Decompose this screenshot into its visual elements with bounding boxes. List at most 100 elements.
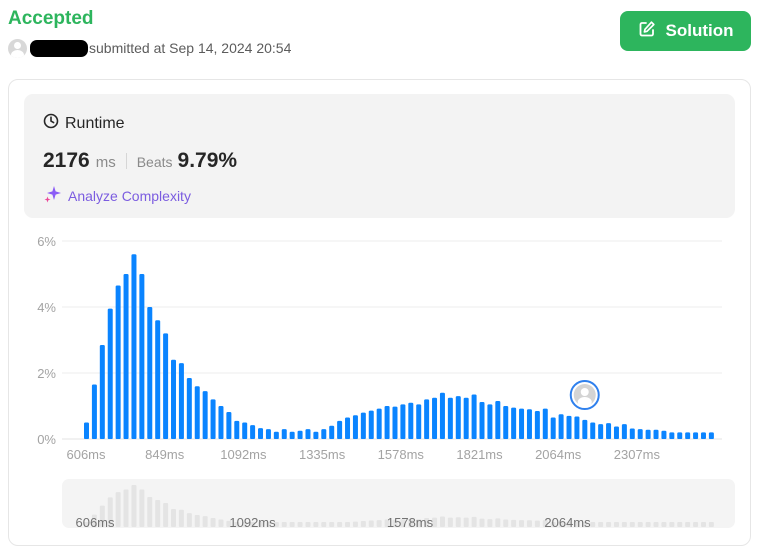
- histogram-bar[interactable]: [621, 424, 627, 439]
- histogram-bar[interactable]: [115, 285, 121, 439]
- range-selector-track[interactable]: [62, 479, 735, 528]
- histogram-bar[interactable]: [511, 407, 517, 439]
- histogram-bar[interactable]: [400, 404, 406, 439]
- histogram-bar[interactable]: [171, 359, 177, 439]
- mini-histogram-bar: [289, 522, 295, 527]
- histogram-bar[interactable]: [542, 408, 548, 439]
- runtime-distribution-chart[interactable]: 0% 2% 4% 6% 606ms 849ms 1092ms 1335ms 1578ms 1821…: [0, 0, 762, 480]
- histogram-bar[interactable]: [313, 431, 319, 439]
- histogram-bar[interactable]: [447, 397, 453, 439]
- solution-button[interactable]: Solution: [620, 11, 751, 51]
- histogram-bar[interactable]: [487, 404, 493, 439]
- histogram-bar[interactable]: [598, 424, 604, 439]
- histogram-bar[interactable]: [352, 415, 358, 439]
- histogram-bar[interactable]: [242, 422, 248, 440]
- histogram-bar[interactable]: [337, 420, 343, 439]
- histogram-bar[interactable]: [574, 416, 580, 439]
- user-avatar-icon[interactable]: [569, 380, 600, 410]
- histogram-bar[interactable]: [455, 396, 461, 439]
- histogram-bar[interactable]: [360, 412, 366, 439]
- mini-histogram-bar: [265, 522, 271, 527]
- histogram-bar[interactable]: [534, 410, 540, 439]
- histogram-bar[interactable]: [503, 406, 509, 439]
- histogram-bar[interactable]: [273, 431, 279, 439]
- mini-histogram-bar: [329, 522, 335, 527]
- histogram-bar[interactable]: [376, 408, 382, 439]
- user-avatar-icon[interactable]: [8, 38, 27, 58]
- histogram-bar[interactable]: [329, 425, 335, 439]
- histogram-bar[interactable]: [305, 429, 311, 439]
- histogram-bar[interactable]: [131, 254, 137, 439]
- histogram-bar[interactable]: [479, 402, 485, 439]
- histogram-bar[interactable]: [84, 422, 89, 440]
- histogram-bar[interactable]: [408, 402, 414, 439]
- histogram-bar[interactable]: [297, 430, 303, 439]
- histogram-bar[interactable]: [392, 406, 398, 439]
- histogram-bar[interactable]: [416, 404, 422, 439]
- mini-histogram-bar: [115, 492, 121, 527]
- histogram-bar[interactable]: [281, 429, 287, 439]
- histogram-bar[interactable]: [321, 429, 327, 439]
- histogram-bar[interactable]: [186, 377, 192, 439]
- histogram-bar[interactable]: [218, 406, 224, 439]
- histogram-bar[interactable]: [250, 425, 256, 439]
- histogram-bar[interactable]: [582, 419, 588, 439]
- histogram-bar[interactable]: [147, 307, 153, 439]
- histogram-bar[interactable]: [163, 333, 169, 439]
- histogram-bar[interactable]: [708, 432, 714, 439]
- histogram-bar[interactable]: [265, 429, 271, 439]
- histogram-bar[interactable]: [519, 408, 525, 439]
- histogram-bar[interactable]: [661, 430, 667, 439]
- histogram-bar[interactable]: [139, 274, 145, 439]
- runtime-card[interactable]: Runtime 2176 ms Beats 9.79% Analyze Comp…: [24, 94, 735, 218]
- histogram-bar[interactable]: [345, 417, 351, 439]
- histogram-bar[interactable]: [194, 386, 200, 439]
- histogram-bar[interactable]: [550, 417, 556, 439]
- submission-info: submitted at Sep 14, 2024 20:54: [8, 38, 291, 58]
- histogram-bar[interactable]: [202, 391, 208, 439]
- histogram-bar[interactable]: [629, 428, 635, 439]
- histogram-bar[interactable]: [613, 426, 619, 439]
- status-title: Accepted: [8, 8, 94, 29]
- histogram-bar[interactable]: [432, 397, 438, 439]
- analyze-complexity-link[interactable]: Analyze Complexity: [43, 184, 191, 207]
- histogram-bar[interactable]: [178, 363, 184, 439]
- histogram-bar[interactable]: [471, 394, 477, 439]
- histogram-bar[interactable]: [258, 428, 264, 439]
- histogram-bar[interactable]: [439, 392, 445, 439]
- histogram-bar[interactable]: [495, 401, 501, 439]
- histogram-bar[interactable]: [368, 410, 374, 439]
- histogram-bar[interactable]: [526, 409, 532, 439]
- histogram-bar[interactable]: [226, 411, 232, 439]
- histogram-bar[interactable]: [606, 423, 612, 439]
- histogram-bar[interactable]: [155, 320, 161, 439]
- histogram-bar[interactable]: [424, 399, 430, 439]
- histogram-bar[interactable]: [566, 415, 572, 439]
- histogram-bar[interactable]: [645, 429, 651, 439]
- mini-histogram-bar: [424, 518, 430, 527]
- histogram-bar[interactable]: [558, 414, 564, 439]
- histogram-bar[interactable]: [693, 432, 699, 439]
- histogram-bar[interactable]: [91, 384, 97, 439]
- histogram-bar[interactable]: [700, 432, 706, 439]
- histogram-bar[interactable]: [685, 432, 691, 439]
- histogram-bar[interactable]: [669, 432, 675, 439]
- histogram-bar[interactable]: [384, 406, 390, 439]
- histogram-bar[interactable]: [289, 431, 295, 439]
- histogram-bar[interactable]: [210, 399, 216, 439]
- histogram-bar[interactable]: [677, 432, 683, 439]
- histogram-bar[interactable]: [637, 429, 643, 439]
- histogram-bar[interactable]: [123, 274, 129, 439]
- histogram-bar[interactable]: [107, 308, 113, 439]
- histogram-bar[interactable]: [463, 397, 469, 439]
- histogram-bar[interactable]: [653, 429, 659, 439]
- histogram-bar[interactable]: [234, 420, 240, 439]
- mini-histogram-bar: [178, 509, 184, 527]
- mini-histogram-bar: [693, 522, 699, 527]
- histogram-bar[interactable]: [590, 422, 596, 440]
- mini-histogram-bar: [313, 522, 319, 527]
- mini-histogram-bar: [305, 522, 311, 527]
- runtime-value: 2176: [43, 149, 90, 172]
- histogram-bar[interactable]: [99, 344, 105, 439]
